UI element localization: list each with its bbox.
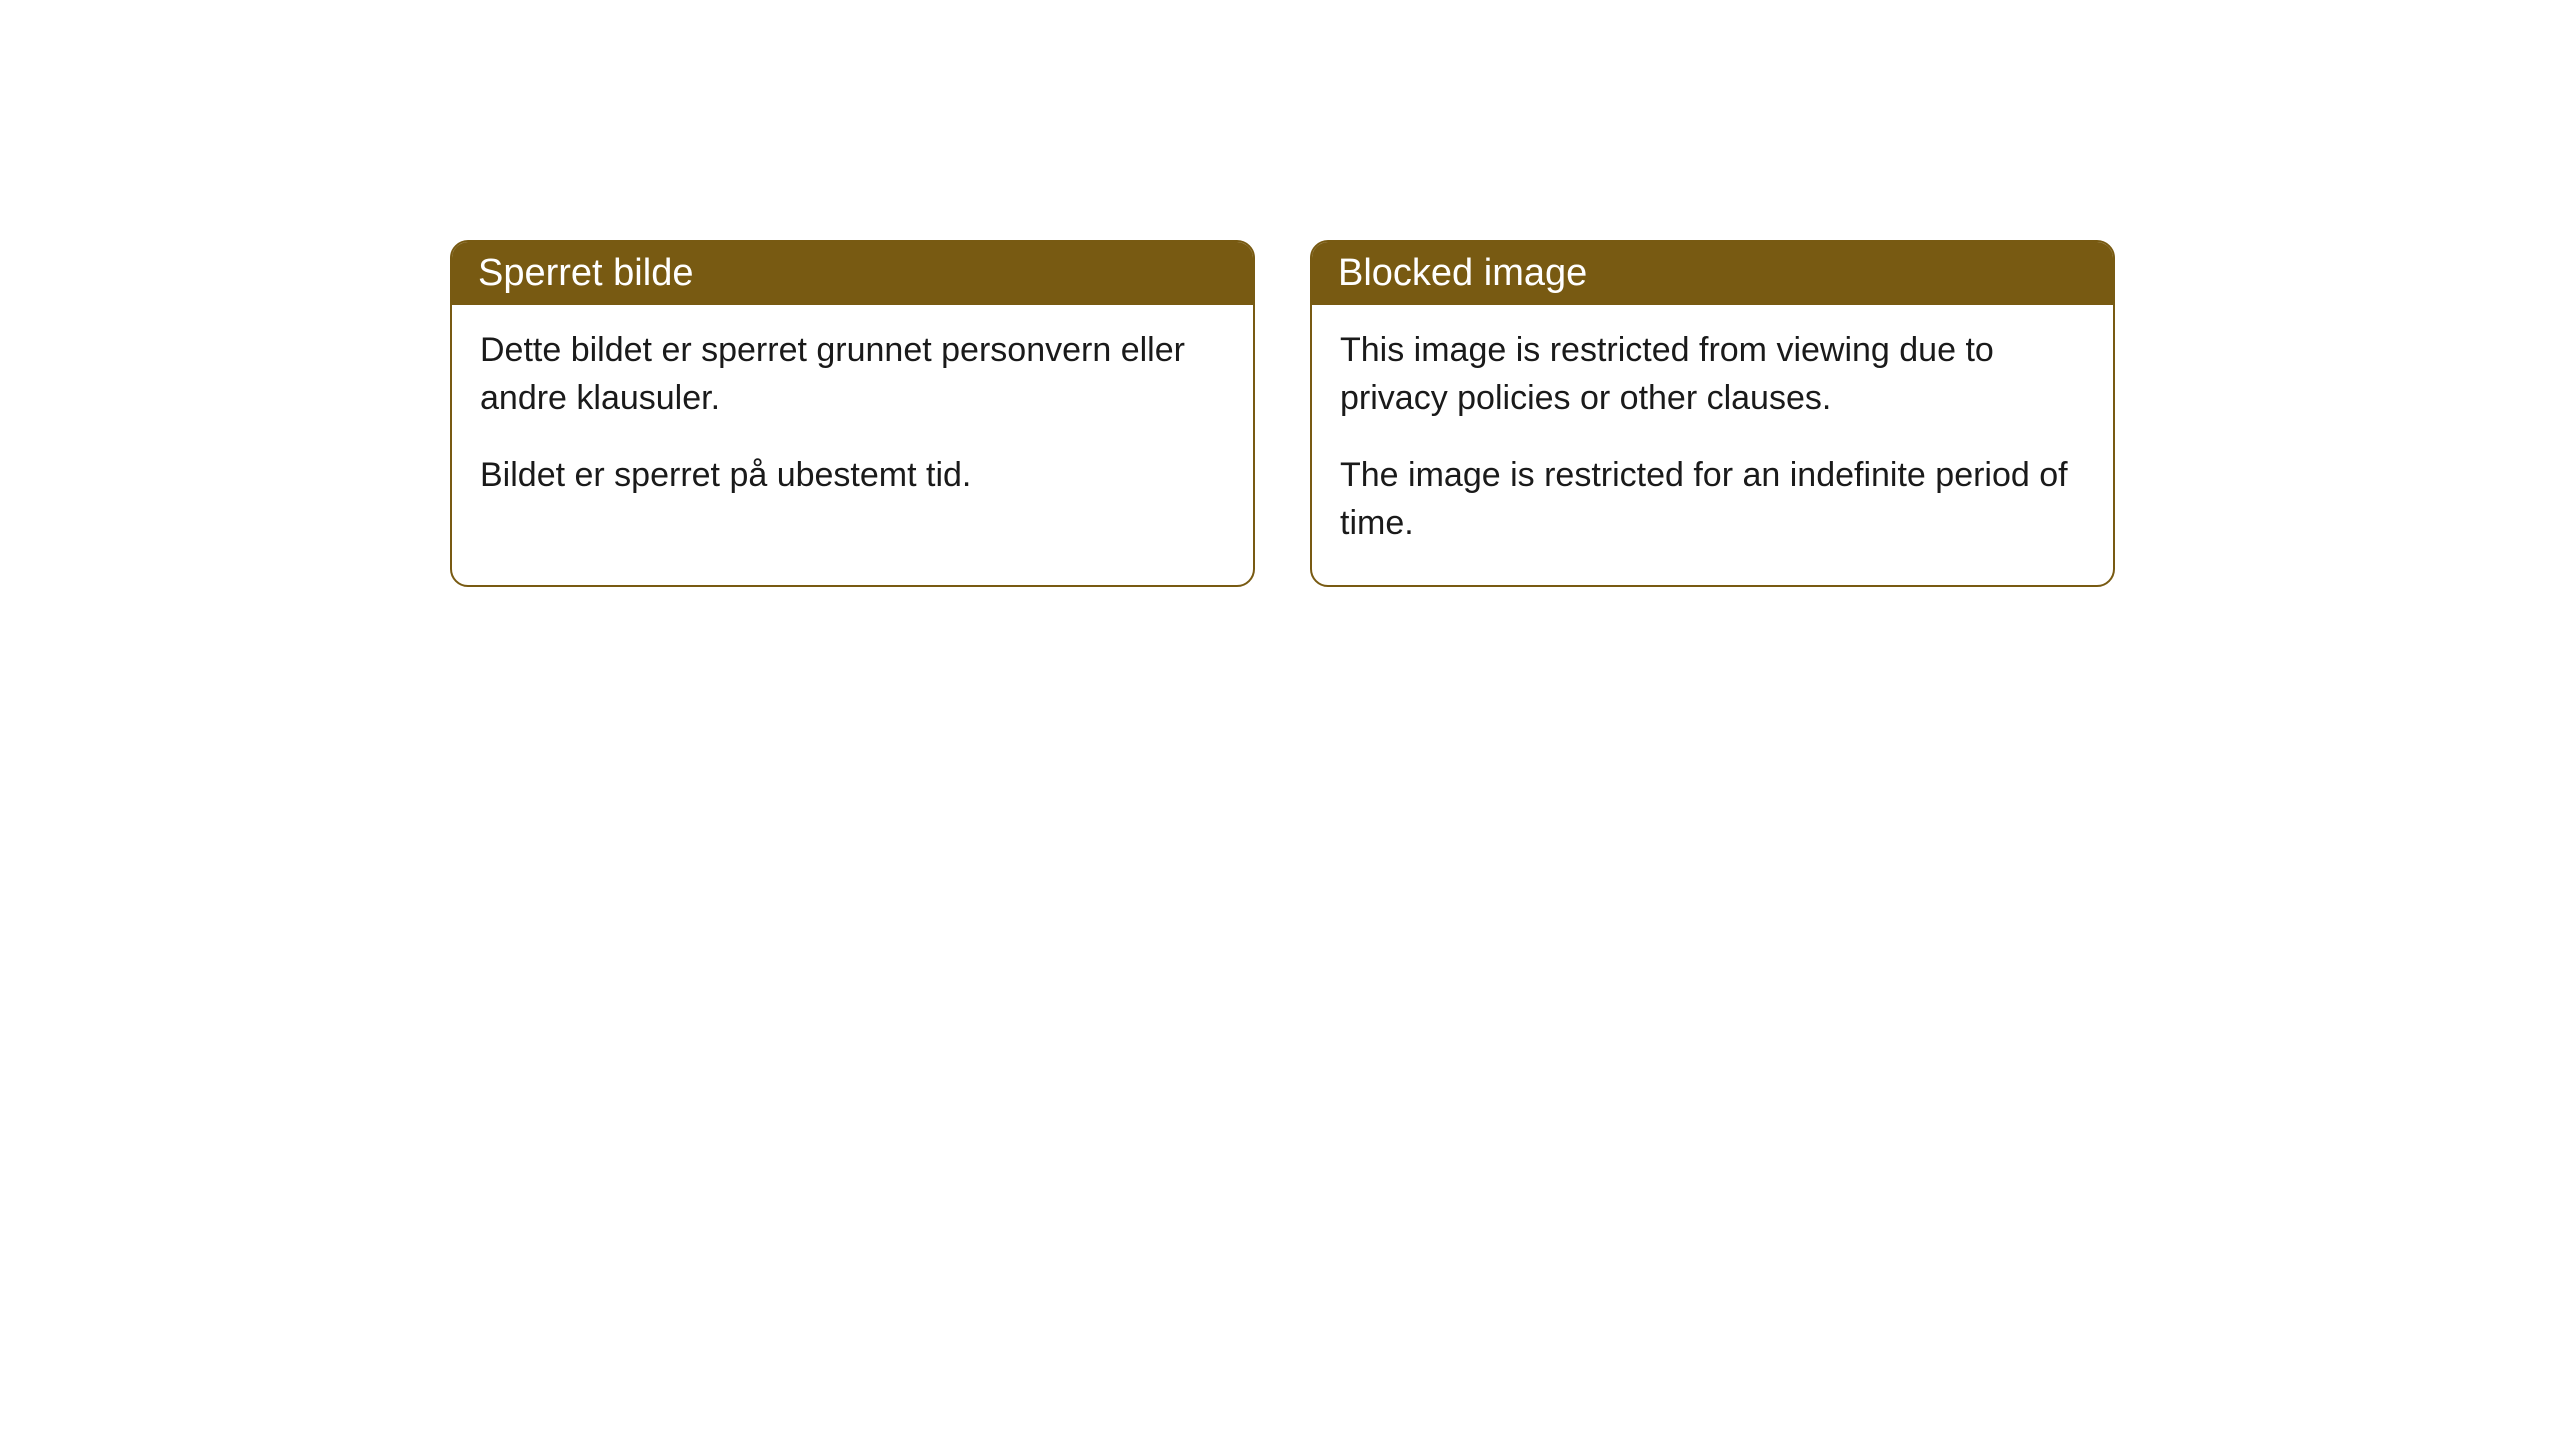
notice-card-norwegian: Sperret bilde Dette bildet er sperret gr… (450, 240, 1255, 587)
notice-body: This image is restricted from viewing du… (1312, 305, 2113, 585)
notice-paragraph-1: Dette bildet er sperret grunnet personve… (480, 327, 1225, 422)
notice-paragraph-1: This image is restricted from viewing du… (1340, 327, 2085, 422)
notice-title: Blocked image (1338, 252, 1587, 294)
notice-title: Sperret bilde (478, 252, 693, 294)
notice-header: Blocked image (1312, 242, 2113, 305)
notice-card-english: Blocked image This image is restricted f… (1310, 240, 2115, 587)
notice-container: Sperret bilde Dette bildet er sperret gr… (0, 0, 2560, 587)
notice-body: Dette bildet er sperret grunnet personve… (452, 305, 1253, 538)
notice-header: Sperret bilde (452, 242, 1253, 305)
notice-paragraph-2: The image is restricted for an indefinit… (1340, 452, 2085, 547)
notice-paragraph-2: Bildet er sperret på ubestemt tid. (480, 452, 1225, 500)
